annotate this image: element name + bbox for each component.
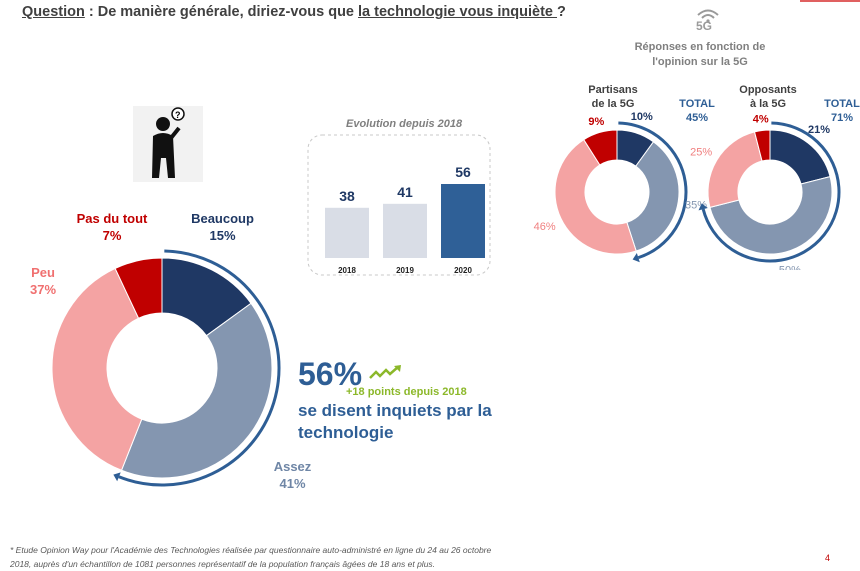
bar-value-label: 56 — [455, 164, 471, 180]
partisans-title: Partisans de la 5G — [578, 83, 648, 111]
partisans-donut-total-arc — [618, 121, 688, 260]
partisans-total-label: TOTAL — [679, 98, 715, 110]
opposants-total-value: 71% — [830, 112, 854, 124]
partisans-donut-segment-3 — [583, 129, 618, 166]
5g-label: 5G — [696, 19, 713, 33]
main-donut-segment-2 — [51, 267, 143, 471]
partisans-title-line2: de la 5G — [591, 98, 635, 110]
main-donut-total-arc — [118, 249, 281, 487]
label-beaucoup-name: Beaucoup — [191, 211, 254, 226]
partisans-total: TOTAL 45% — [672, 97, 722, 125]
5g-donut-charts: 10%35%46%9%21%50%25%4% — [534, 111, 841, 270]
label-beaucoup: Beaucoup 15% — [180, 210, 265, 244]
5g-title: Réponses en fonction de l'opinion sur la … — [620, 40, 780, 70]
label-assez: Assez 41% — [265, 458, 320, 492]
partisans-donut-segment-1 — [626, 141, 680, 252]
question-text: : De manière générale, diriez-vous que — [84, 4, 359, 20]
question-mark: ? — [557, 4, 566, 20]
opposants-value-label: 4% — [753, 114, 769, 126]
5g-title-line2: l'opinion sur la 5G — [652, 56, 748, 68]
label-assez-name: Assez — [273, 459, 312, 474]
main-donut-segment-3 — [114, 257, 163, 319]
headline-delta: +18 points depuis 2018 — [346, 386, 467, 398]
partisans-donut-arrowhead-icon — [632, 253, 640, 263]
opposants-title-line2: à la 5G — [749, 98, 787, 110]
bar-2018 — [325, 207, 369, 258]
5g-title-line1: Réponses en fonction de — [634, 41, 766, 53]
main-donut-segment-1 — [120, 302, 273, 479]
opposants-title: Opposants à la 5G — [733, 83, 803, 111]
partisans-title-line1: Partisans — [588, 84, 638, 96]
partisans-value-label: 46% — [534, 221, 556, 233]
partisans-value-label: 10% — [631, 111, 653, 123]
footnote-line2: 2018, auprès d'un échantillon de 1081 pe… — [10, 559, 436, 569]
opposants-donut-segment-0 — [769, 129, 831, 185]
main-donut-chart — [51, 249, 281, 487]
headline-value: 56% — [298, 356, 363, 392]
5g-wifi-icon — [697, 9, 719, 23]
opposants-donut-segment-3 — [753, 129, 771, 162]
label-pas-du-tout-value: 7% — [102, 228, 122, 243]
evolution-bar-chart: 38 2018 41 2019 56 2020 — [307, 134, 491, 276]
label-peu: Peu 37% — [18, 264, 68, 298]
trend-up-icon — [369, 365, 401, 379]
headline-text: se disent inquiets par la technologie — [298, 401, 492, 442]
bar-chart-frame — [307, 134, 491, 276]
label-assez-value: 41% — [279, 476, 306, 491]
bar-value-label: 38 — [339, 188, 355, 204]
footnote: * Etude Opinion Way pour l'Académie des … — [10, 543, 570, 571]
question-label: Question — [22, 4, 85, 20]
partisans-total-value: 45% — [685, 112, 709, 124]
label-beaucoup-value: 15% — [209, 228, 236, 243]
footnote-line1: * Etude Opinion Way pour l'Académie des … — [10, 545, 492, 555]
opposants-donut-arrowhead-icon — [698, 203, 708, 211]
bar-2019 — [383, 203, 427, 258]
bar-category-label: 2019 — [396, 266, 414, 275]
opposants-total-label: TOTAL — [824, 98, 860, 110]
bar-category-label: 2018 — [338, 266, 356, 275]
opposants-title-line1: Opposants — [739, 84, 797, 96]
page-number: 4 — [825, 553, 831, 563]
top-accent-line — [800, 0, 860, 2]
worried-person-icon: ? — [133, 106, 203, 182]
opposants-donut-total-arc — [701, 121, 841, 263]
label-peu-name: Peu — [31, 265, 55, 280]
main-donut-arrowhead-icon — [113, 472, 121, 482]
opposants-donut-segment-1 — [709, 175, 833, 255]
label-pas-du-tout: Pas du tout 7% — [72, 210, 152, 244]
label-pas-du-tout-name: Pas du tout — [76, 211, 148, 226]
label-peu-value: 37% — [29, 282, 57, 297]
partisans-value-label: 9% — [588, 116, 604, 128]
opposants-total: TOTAL 71% — [817, 97, 860, 125]
bar-chart-title: Evolution depuis 2018 — [346, 118, 463, 130]
opposants-donut-segment-2 — [707, 131, 763, 209]
opposants-value-label: 21% — [808, 124, 830, 136]
bar-category-label: 2020 — [454, 266, 472, 275]
opposants-value-label: 50% — [779, 264, 801, 270]
question-subject: la technologie vous inquiète — [358, 4, 558, 20]
partisans-donut-segment-2 — [554, 138, 637, 255]
bar-value-label: 41 — [397, 184, 413, 200]
question-title: Question : De manière générale, diriez-v… — [22, 4, 566, 20]
svg-text:?: ? — [175, 110, 181, 120]
bar-2020 — [441, 184, 485, 258]
opposants-value-label: 25% — [690, 146, 712, 158]
